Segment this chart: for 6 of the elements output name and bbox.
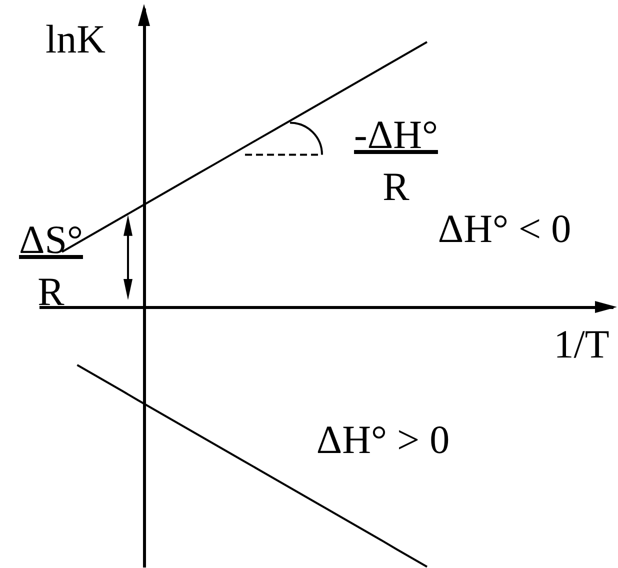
annotation: ΔS° R	[19, 217, 83, 314]
y-axis-title: lnK	[46, 16, 106, 62]
text: ΔH° < 0	[438, 206, 572, 251]
x-axis-title: 1/T	[554, 322, 610, 366]
annotation: -ΔH° R	[354, 112, 438, 209]
annotation: ΔH° > 0	[316, 417, 450, 462]
